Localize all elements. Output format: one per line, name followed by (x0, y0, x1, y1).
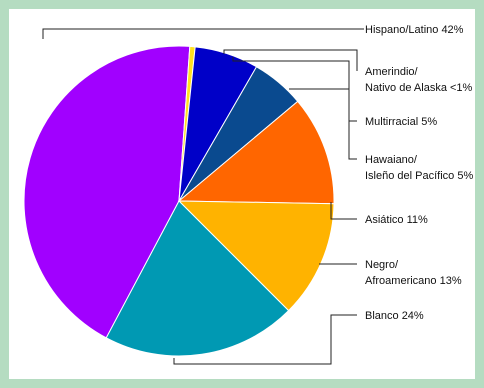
leader-line-blanco (173, 314, 357, 365)
pie-slice-negro (177, 200, 335, 312)
pie-slices (23, 45, 335, 357)
label-line: Afroamericano 13% (365, 275, 462, 287)
leader-line-hawaiano (289, 88, 357, 160)
label-line: Multirracial 5% (365, 116, 437, 128)
label-hispano: Hispano/Latino 42% (365, 24, 464, 36)
label-line: Asiático 11% (365, 214, 428, 226)
leader-line-multirracial (232, 57, 357, 122)
leader-lines (42, 28, 364, 365)
label-multirracial: Multirracial 5% (365, 116, 437, 128)
label-line: Negro/ (365, 259, 399, 271)
label-blanco: Blanco 24% (365, 310, 424, 322)
label-line: Blanco 24% (365, 310, 424, 322)
label-line: Amerindio/ (365, 66, 419, 78)
leader-line-hispano (42, 28, 364, 39)
label-line: Hawaiano/ (365, 154, 418, 166)
label-line: Nativo de Alaska <1% (365, 82, 473, 94)
label-negro: Negro/Afroamericano 13% (365, 259, 462, 287)
label-amerindio: Amerindio/Nativo de Alaska <1% (365, 66, 473, 94)
chart-panel: Hispano/Latino 42% Amerindio/Nativo de Al… (9, 9, 475, 379)
pie-chart: Hispano/Latino 42% Amerindio/Nativo de Al… (23, 24, 473, 365)
label-line: Hispano/Latino 42% (365, 24, 464, 36)
label-asiatico: Asiático 11% (365, 214, 428, 226)
label-line: Isleño del Pacífico 5% (365, 170, 473, 182)
label-hawaiano: Hawaiano/Isleño del Pacífico 5% (365, 154, 473, 182)
pie-slice-asiatico (177, 100, 335, 205)
pie-slice-blanco (105, 200, 290, 357)
leader-line-amerindio (223, 49, 358, 71)
slice-labels: Hispano/Latino 42% Amerindio/Nativo de Al… (365, 24, 473, 322)
pie-slice-hispano (23, 45, 191, 339)
leader-line-asiatico (330, 202, 357, 220)
